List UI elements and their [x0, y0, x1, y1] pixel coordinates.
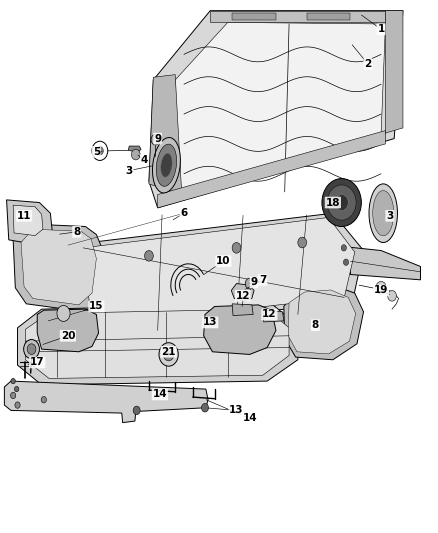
- Polygon shape: [204, 305, 276, 354]
- Polygon shape: [18, 304, 298, 385]
- Circle shape: [145, 251, 153, 261]
- Circle shape: [376, 281, 386, 294]
- Circle shape: [131, 149, 140, 160]
- Circle shape: [335, 195, 348, 211]
- Text: 1: 1: [378, 25, 385, 34]
- Circle shape: [201, 403, 208, 412]
- Polygon shape: [7, 200, 53, 245]
- Polygon shape: [37, 309, 99, 352]
- Polygon shape: [288, 290, 356, 354]
- Polygon shape: [263, 310, 284, 322]
- Polygon shape: [232, 13, 276, 20]
- Text: 12: 12: [236, 291, 251, 301]
- Text: 13: 13: [229, 406, 244, 415]
- Circle shape: [57, 305, 70, 321]
- Text: 20: 20: [60, 331, 75, 341]
- Circle shape: [343, 259, 349, 265]
- Circle shape: [15, 402, 20, 408]
- Circle shape: [232, 243, 241, 253]
- Circle shape: [322, 179, 361, 227]
- Circle shape: [163, 348, 174, 361]
- Circle shape: [27, 344, 36, 354]
- Circle shape: [24, 340, 39, 359]
- Circle shape: [341, 245, 346, 251]
- Text: 17: 17: [30, 358, 45, 367]
- Polygon shape: [307, 13, 350, 20]
- Circle shape: [151, 134, 160, 145]
- Ellipse shape: [373, 191, 394, 236]
- Text: 8: 8: [312, 320, 319, 330]
- Polygon shape: [381, 11, 403, 134]
- Text: 9: 9: [154, 134, 161, 143]
- Polygon shape: [173, 22, 385, 195]
- Circle shape: [133, 406, 140, 415]
- Circle shape: [11, 378, 15, 384]
- Circle shape: [96, 147, 103, 155]
- Circle shape: [159, 343, 178, 366]
- Text: 8: 8: [73, 227, 80, 237]
- Polygon shape: [25, 309, 289, 378]
- Circle shape: [327, 185, 356, 220]
- Ellipse shape: [156, 144, 177, 187]
- Text: 9: 9: [251, 278, 258, 287]
- Circle shape: [14, 386, 19, 392]
- Text: 13: 13: [203, 318, 218, 327]
- Polygon shape: [231, 284, 254, 301]
- Text: 15: 15: [89, 302, 104, 311]
- Text: 10: 10: [216, 256, 231, 266]
- Circle shape: [245, 278, 254, 289]
- Polygon shape: [149, 75, 182, 195]
- Polygon shape: [68, 213, 364, 333]
- Polygon shape: [210, 11, 385, 22]
- Text: 21: 21: [161, 347, 176, 357]
- Text: 19: 19: [374, 286, 388, 295]
- Polygon shape: [149, 11, 403, 208]
- Polygon shape: [21, 229, 96, 305]
- Polygon shape: [232, 304, 253, 316]
- Ellipse shape: [152, 138, 180, 193]
- Circle shape: [388, 290, 396, 301]
- Polygon shape: [284, 285, 364, 360]
- Polygon shape: [128, 146, 141, 152]
- Polygon shape: [350, 247, 420, 280]
- Circle shape: [92, 141, 108, 160]
- Polygon shape: [13, 224, 105, 312]
- Circle shape: [41, 397, 46, 403]
- Circle shape: [11, 392, 16, 399]
- Text: 14: 14: [152, 390, 167, 399]
- Text: 11: 11: [17, 211, 32, 221]
- Text: 3: 3: [386, 211, 393, 221]
- Text: 2: 2: [364, 59, 371, 69]
- Circle shape: [298, 237, 307, 248]
- Polygon shape: [83, 217, 355, 326]
- Text: 18: 18: [325, 198, 340, 207]
- Polygon shape: [158, 131, 385, 208]
- Ellipse shape: [369, 184, 398, 243]
- Text: 7: 7: [259, 275, 266, 285]
- Text: 14: 14: [242, 414, 257, 423]
- Text: 3: 3: [126, 166, 133, 175]
- Polygon shape: [13, 205, 43, 236]
- Text: 12: 12: [262, 310, 277, 319]
- Text: 5: 5: [93, 147, 100, 157]
- Text: 6: 6: [180, 208, 187, 218]
- Text: 4: 4: [141, 155, 148, 165]
- Ellipse shape: [161, 154, 172, 177]
- Polygon shape: [4, 381, 208, 423]
